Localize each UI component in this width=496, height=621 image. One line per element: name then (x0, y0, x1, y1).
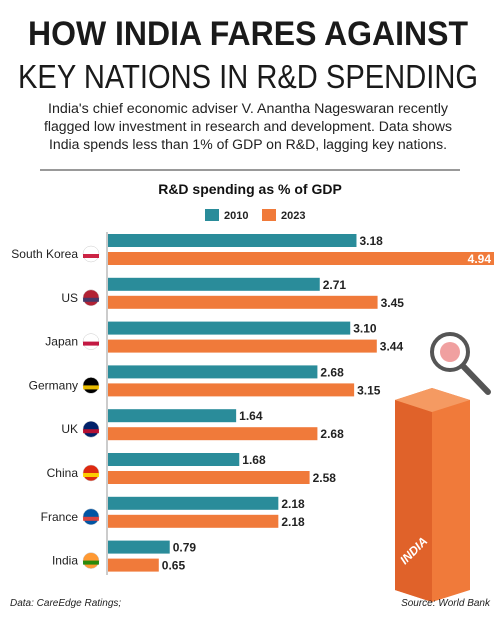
description: India's chief economic adviser V. Ananth… (48, 101, 448, 116)
value-label: 1.68 (242, 453, 266, 467)
legend-label: 2010 (224, 210, 248, 222)
bar (108, 558, 159, 572)
value-label: 0.79 (173, 541, 197, 555)
flag-icon (83, 516, 99, 521)
value-label: 2.68 (320, 365, 344, 379)
category-label: UK (61, 422, 78, 436)
legend-swatch (205, 209, 219, 221)
magnifier-handle (460, 363, 491, 395)
bar (108, 252, 494, 265)
bar (108, 514, 279, 528)
bar (108, 496, 279, 510)
value-label: 1.64 (239, 409, 263, 423)
bar (108, 409, 237, 423)
value-label: 3.18 (359, 234, 383, 248)
description: flagged low investment in research and d… (44, 119, 452, 134)
prism-top (395, 388, 470, 412)
flag-icon (83, 473, 99, 477)
brain-icon (440, 342, 460, 362)
value-label: 2.58 (313, 471, 337, 485)
legend-swatch (262, 209, 276, 221)
value-label: 0.65 (162, 559, 186, 573)
value-label: 3.44 (380, 340, 404, 354)
bar (108, 339, 377, 353)
title: HOW INDIA FARES AGAINST (28, 15, 468, 53)
value-label: 2.68 (320, 427, 344, 441)
value-label: 2.18 (281, 515, 305, 529)
flag-icon (83, 560, 99, 565)
bar (108, 365, 318, 379)
description: India spends less than 1% of GDP on R&D,… (49, 137, 447, 152)
bar (108, 295, 378, 309)
source: Source: World Bank (401, 598, 491, 609)
value-label: 2.71 (323, 278, 347, 292)
bar (108, 277, 320, 291)
flag-icon (83, 297, 99, 302)
value-label: 2.18 (281, 497, 305, 511)
category-label: France (41, 510, 79, 524)
bar (108, 234, 357, 247)
title: KEY NATIONS IN R&D SPENDING (18, 58, 478, 95)
bar (108, 321, 351, 335)
value-label: 3.45 (381, 296, 405, 310)
illustration: INDIA (395, 332, 491, 602)
flag-icon (83, 254, 99, 258)
bar (108, 453, 240, 466)
category-label: India (52, 554, 78, 568)
category-label: Japan (45, 335, 78, 349)
value-label: 3.15 (357, 383, 381, 397)
flag-icon (83, 341, 99, 346)
bar (108, 471, 310, 484)
bar (108, 540, 170, 554)
category-label: Germany (29, 378, 78, 392)
category-label: US (61, 291, 78, 305)
legend-label: 2023 (281, 210, 305, 222)
notes: Data: CareEdge Ratings; (10, 598, 121, 609)
flag-icon (83, 429, 99, 434)
chart-title: R&D spending as % of GDP (158, 181, 342, 197)
prism-face (395, 400, 432, 602)
value-label: 3.10 (353, 322, 377, 336)
bar (108, 427, 318, 441)
flag-icon (83, 385, 99, 390)
category-label: China (47, 466, 79, 480)
category-label: South Korea (11, 247, 78, 261)
value-label: 4.94 (468, 252, 492, 266)
bar (108, 383, 355, 397)
